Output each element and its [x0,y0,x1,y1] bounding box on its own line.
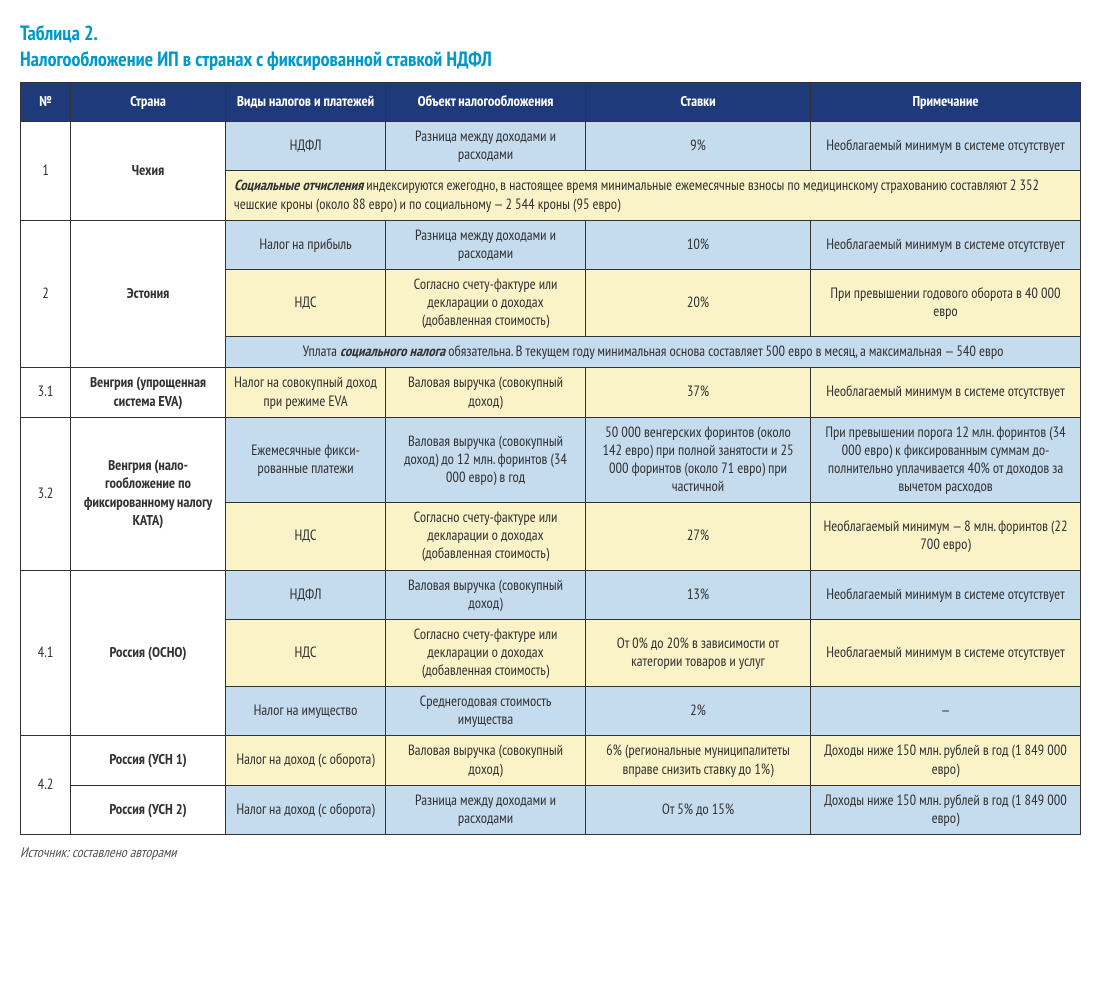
object-cell: Согласно счету-фактуре или декларации о … [386,269,586,336]
social-rest: обязательна. В текущем году минимальная … [445,342,1003,361]
note-cell: Необлагаемый минимум в системе отсутству… [811,220,1081,269]
country-cell: Россия (УСН 1) [71,736,226,785]
tax-cell: Налог на совокупный доход при режиме EVA [226,368,386,417]
country-cell: Чехия [71,122,226,221]
object-cell: Валовая выручка (сово­купный доход) до 1… [386,417,586,503]
rate-cell: От 5% до 15% [586,785,811,834]
col-object: Объект налогообложения [386,83,586,122]
note-cell: Необлагаемый минимум в системе отсутству… [811,619,1081,686]
object-cell: Валовая выручка (совокупный доход) [386,570,586,619]
num-cell: 4.1 [21,570,71,736]
tax-cell: НДФЛ [226,570,386,619]
table-row: 1 Чехия НДФЛ Разница между доходами и ра… [21,122,1081,171]
tax-cell: НДФЛ [226,122,386,171]
source-note: Источник: составлено авторами [20,843,1080,861]
object-cell: Разница между доходами и расходами [386,220,586,269]
note-cell: Доходы ниже 150 млн. рублей в год (1 849… [811,736,1081,785]
table-row: 2 Эстония Налог на прибыль Разница между… [21,220,1081,269]
table-row: 3.2 Венгрия (нало­гообложение по фиксиро… [21,417,1081,503]
country-cell: Венгрия (нало­гообложение по фиксированн… [71,417,226,570]
rate-cell: 20% [586,269,811,336]
tax-cell: Ежемесячные фикси­рованные платежи [226,417,386,503]
rate-cell: 6% (региональные муниципа­литеты вправе … [586,736,811,785]
table-title: Таблица 2. Налогообложение ИП в странах … [20,20,1080,72]
table-row: 4.1 Россия (ОСНО) НДФЛ Валовая выручка (… [21,570,1081,619]
note-cell: Необлагаемый минимум в системе отсутству… [811,368,1081,417]
col-note: Примечание [811,83,1081,122]
social-lead: Социальные отчисления [234,176,363,195]
note-cell: При превышении порога 12 млн. форинтов (… [811,417,1081,503]
note-cell: — [811,687,1081,736]
rate-cell: 27% [586,503,811,570]
num-cell: 3.1 [21,368,71,417]
object-cell: Согласно счету-фактуре или декларации о … [386,619,586,686]
country-cell: Венгрия (упро­щенная система EVA) [71,368,226,417]
tax-cell: Налог на доход (с оборота) [226,785,386,834]
object-cell: Согласно счету-фактуре или декларации о … [386,503,586,570]
object-cell: Среднегодовая стоимость имущества [386,687,586,736]
tax-cell: Налог на прибыль [226,220,386,269]
rate-cell: 2% [586,687,811,736]
object-cell: Валовая выручка (совокупный доход) [386,368,586,417]
tax-cell: НДС [226,503,386,570]
title-line2: Налогообложение ИП в странах с фиксирова… [20,46,492,72]
title-line1: Таблица 2. [20,20,98,46]
object-cell: Разница между доходами и расходами [386,785,586,834]
tax-cell: НДС [226,269,386,336]
tax-cell: Налог на доход (с оборота) [226,736,386,785]
num-cell: 2 [21,220,71,368]
col-num: № [21,83,71,122]
rate-cell: 9% [586,122,811,171]
tax-table: № Страна Виды налогов и платежей Объект … [20,82,1081,835]
rate-cell: 13% [586,570,811,619]
rate-cell: 37% [586,368,811,417]
country-cell: Россия (УСН 2) [71,785,226,834]
note-cell: Доходы ниже 150 млн. рублей в год (1 849… [811,785,1081,834]
tax-cell: НДС [226,619,386,686]
note-cell: Необлагаемый минимум в системе отсутству… [811,122,1081,171]
table-row: 4.2 Россия (УСН 1) Налог на доход (с обо… [21,736,1081,785]
rate-cell: 50 000 венгерских форинтов (около 142 ев… [586,417,811,503]
country-cell: Россия (ОСНО) [71,570,226,736]
social-note: Уплата социального налога обязательна. В… [226,337,1081,368]
object-cell: Разница между доходами и расходами [386,122,586,171]
rate-cell: От 0% до 20% в зависимости от категории … [586,619,811,686]
tax-cell: Налог на имущество [226,687,386,736]
table-row: 3.1 Венгрия (упро­щенная система EVA) На… [21,368,1081,417]
header-row: № Страна Виды налогов и платежей Объект … [21,83,1081,122]
col-tax: Виды налогов и платежей [226,83,386,122]
social-pre: Уплата [303,342,340,361]
note-cell: При превышении годового оборота в 40 000… [811,269,1081,336]
social-lead: социального налога [340,342,445,361]
note-cell: Необлагаемый минимум в системе отсутству… [811,570,1081,619]
country-cell: Эстония [71,220,226,368]
object-cell: Валовая выручка (совокупный доход) [386,736,586,785]
table-row: Россия (УСН 2) Налог на доход (с оборота… [21,785,1081,834]
rate-cell: 10% [586,220,811,269]
num-cell: 3.2 [21,417,71,570]
note-cell: Необлагаемый минимум — 8 млн. форинтов (… [811,503,1081,570]
col-rate: Ставки [586,83,811,122]
social-note: Социальные отчисления индексируются ежег… [226,171,1081,220]
num-cell: 1 [21,122,71,221]
num-cell: 4.2 [21,736,71,835]
col-country: Страна [71,83,226,122]
